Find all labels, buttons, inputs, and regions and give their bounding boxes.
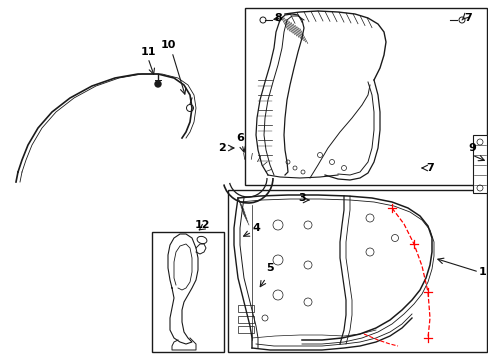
Text: 11: 11: [140, 47, 156, 57]
Text: 10: 10: [160, 40, 175, 50]
Bar: [244, 8, 486, 185]
Bar: [227, 190, 486, 352]
Text: 3: 3: [298, 193, 305, 203]
Bar: [238, 316, 253, 323]
Text: 12: 12: [194, 220, 209, 230]
Text: 1: 1: [478, 267, 486, 277]
Bar: [238, 326, 253, 333]
Text: 7: 7: [463, 13, 471, 23]
Bar: [238, 305, 253, 312]
Text: 9: 9: [467, 143, 475, 153]
Text: 6: 6: [236, 133, 244, 143]
Text: 4: 4: [251, 223, 260, 233]
Text: 7: 7: [425, 163, 433, 173]
Bar: [472, 135, 486, 193]
Text: 8: 8: [274, 13, 281, 23]
Text: 5: 5: [265, 263, 273, 273]
Text: 2: 2: [218, 143, 225, 153]
Bar: [152, 232, 224, 352]
Circle shape: [155, 81, 161, 87]
